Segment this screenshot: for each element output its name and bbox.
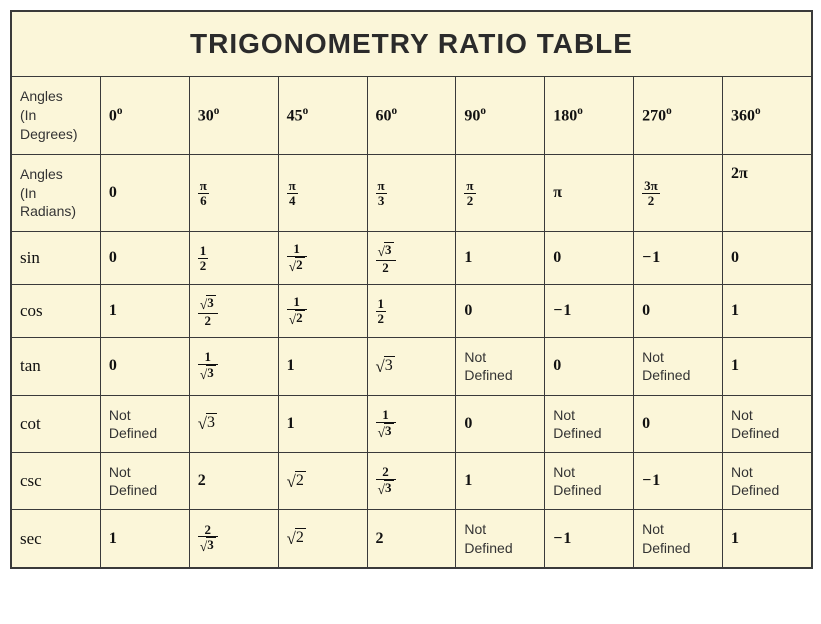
tan-c180: 0 [545,338,634,395]
func-label-cos: cos [12,285,101,338]
sin-c60: √32 [367,232,456,285]
degrees-row-label: Angles (In Degrees) [12,77,101,155]
trig-ratio-table: TRIGONOMETRY RATIO TABLE Angles (In Degr… [11,11,812,568]
func-label-sin: sin [12,232,101,285]
cos-c90: 0 [456,285,545,338]
table-title: TRIGONOMETRY RATIO TABLE [12,12,812,77]
func-row-csc: cscNotDefined2√22√31NotDefined−1NotDefin… [12,453,812,510]
func-label-tan: tan [12,338,101,395]
func-row-sec: sec12√3√22NotDefined−1NotDefined1 [12,510,812,567]
angle-deg-60: 60o [367,77,456,155]
tan-c90: NotDefined [456,338,545,395]
csc-c180: NotDefined [545,453,634,510]
cot-c45: 1 [278,395,367,452]
tan-c30: 1√3 [189,338,278,395]
angle-rad-30: π6 [189,154,278,232]
tan-c0: 0 [100,338,189,395]
cot-c60: 1√3 [367,395,456,452]
func-row-cos: cos1√321√2120−101 [12,285,812,338]
angle-deg-30: 30o [189,77,278,155]
csc-c60: 2√3 [367,453,456,510]
sec-c30: 2√3 [189,510,278,567]
angle-rad-360: 2π [723,154,812,232]
cos-c60: 12 [367,285,456,338]
func-label-cot: cot [12,395,101,452]
func-row-cot: cotNotDefined√311√30NotDefined0NotDefine… [12,395,812,452]
sec-c60: 2 [367,510,456,567]
cos-c30: √32 [189,285,278,338]
angle-deg-45: 45o [278,77,367,155]
sec-c45: √2 [278,510,367,567]
sec-c0: 1 [100,510,189,567]
sec-c360: 1 [723,510,812,567]
sec-c270: NotDefined [634,510,723,567]
label-text: Radians) [20,203,76,219]
cos-c270: 0 [634,285,723,338]
sec-c180: −1 [545,510,634,567]
cot-c90: 0 [456,395,545,452]
tan-c270: NotDefined [634,338,723,395]
angle-rad-0: 0 [100,154,189,232]
angle-deg-270: 270o [634,77,723,155]
tan-c60: √3 [367,338,456,395]
label-text: Angles [20,166,63,182]
sin-c45: 1√2 [278,232,367,285]
cot-c270: 0 [634,395,723,452]
angle-deg-180: 180o [545,77,634,155]
cos-c45: 1√2 [278,285,367,338]
label-text: (In [20,185,36,201]
csc-c45: √2 [278,453,367,510]
cot-c360: NotDefined [723,395,812,452]
angle-rad-90: π2 [456,154,545,232]
label-text: (In [20,107,36,123]
sin-c360: 0 [723,232,812,285]
angle-rad-180: π [545,154,634,232]
cos-c180: −1 [545,285,634,338]
cos-c0: 1 [100,285,189,338]
angle-deg-360: 360o [723,77,812,155]
sin-c0: 0 [100,232,189,285]
radians-row-label: Angles (In Radians) [12,154,101,232]
func-row-tan: tan01√31√3NotDefined0NotDefined1 [12,338,812,395]
cos-c360: 1 [723,285,812,338]
csc-c270: −1 [634,453,723,510]
csc-c30: 2 [189,453,278,510]
angle-rad-270: 3π2 [634,154,723,232]
sec-c90: NotDefined [456,510,545,567]
cot-c0: NotDefined [100,395,189,452]
degrees-header-row: Angles (In Degrees) 0o 30o 45o 60o 90o 1… [12,77,812,155]
cot-c30: √3 [189,395,278,452]
sin-c30: 12 [189,232,278,285]
tan-c45: 1 [278,338,367,395]
csc-c0: NotDefined [100,453,189,510]
func-label-sec: sec [12,510,101,567]
title-row: TRIGONOMETRY RATIO TABLE [12,12,812,77]
angle-rad-45: π4 [278,154,367,232]
sin-c90: 1 [456,232,545,285]
tan-c360: 1 [723,338,812,395]
sin-c270: −1 [634,232,723,285]
label-text: Angles [20,88,63,104]
radians-header-row: Angles (In Radians) 0 π6 π4 π3 π2 π 3π2 … [12,154,812,232]
angle-deg-90: 90o [456,77,545,155]
sin-c180: 0 [545,232,634,285]
trig-table-container: TRIGONOMETRY RATIO TABLE Angles (In Degr… [10,10,813,569]
label-text: Degrees) [20,126,78,142]
angle-deg-0: 0o [100,77,189,155]
func-label-csc: csc [12,453,101,510]
cot-c180: NotDefined [545,395,634,452]
angle-rad-60: π3 [367,154,456,232]
func-row-sin: sin0121√2√3210−10 [12,232,812,285]
csc-c90: 1 [456,453,545,510]
csc-c360: NotDefined [723,453,812,510]
